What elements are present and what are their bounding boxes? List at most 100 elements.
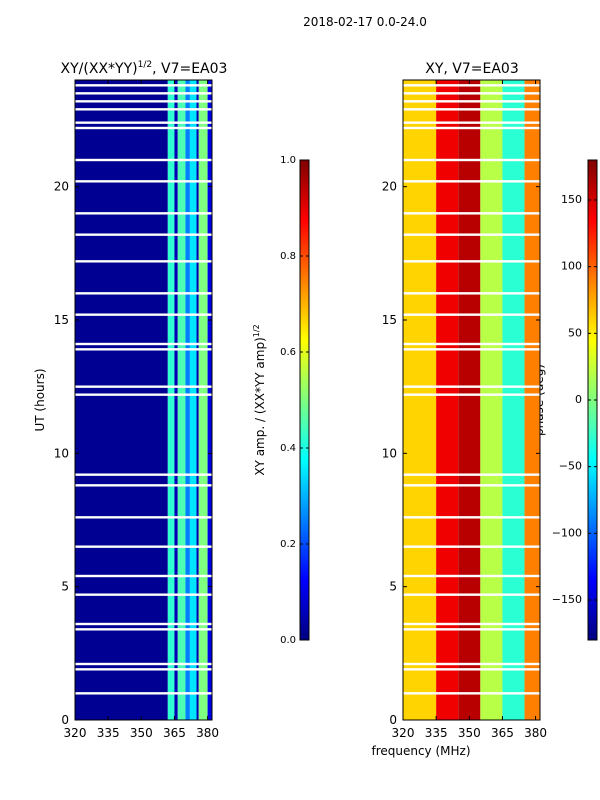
left-colorbar-tick-label-0: 0.0: [280, 635, 296, 646]
left-x-tick-label-4: 380: [196, 726, 219, 740]
left-data-gap-26: [75, 92, 212, 95]
right-colorbar-tick-label-3: 0: [575, 393, 582, 406]
right-heatmap-band-5: [524, 80, 540, 720]
left-colorbar-label: XY amp. / (XX*YY amp)1/2: [252, 324, 267, 475]
left-heatmap-band-7: [198, 80, 208, 720]
right-colorbar-tick-label-5: 100: [561, 260, 582, 273]
right-data-gap-8: [403, 516, 540, 519]
left-data-gap-5: [75, 593, 212, 596]
right-data-gap-5: [403, 593, 540, 596]
left-data-gap-17: [75, 260, 212, 263]
left-x-tick-label-3: 365: [163, 726, 186, 740]
left-data-gap-23: [75, 121, 212, 124]
right-data-gap-18: [403, 233, 540, 236]
right-heatmap-band-3: [480, 80, 503, 720]
left-heatmap-band-4: [185, 80, 190, 720]
left-data-gap-6: [75, 574, 212, 578]
right-data-gap-3: [403, 628, 540, 631]
left-data-gap-16: [75, 292, 212, 295]
right-x-tick-label-1: 335: [425, 726, 448, 740]
left-data-gap-9: [75, 484, 212, 487]
left-data-gap-18: [75, 233, 212, 236]
right-data-gap-7: [403, 545, 540, 548]
right-x-tick-label-0: 320: [392, 726, 415, 740]
left-heatmap-band-5: [189, 80, 197, 720]
right-data-gap-20: [403, 180, 540, 183]
left-data-gap-21: [75, 158, 212, 162]
left-data-gap-7: [75, 545, 212, 548]
left-data-gap-11: [75, 393, 212, 396]
right-data-gap-10: [403, 473, 540, 476]
left-heatmap-band-2: [174, 80, 178, 720]
right-data-gap-27: [403, 84, 540, 87]
right-data-gap-19: [403, 212, 540, 215]
left-data-gap-15: [75, 313, 212, 316]
right-y-tick-label-2: 10: [382, 446, 397, 460]
left-heatmap-band-8: [207, 80, 212, 720]
right-data-gap-11: [403, 393, 540, 396]
right-y-tick-label-4: 20: [382, 180, 397, 194]
left-colorbar-tick-label-4: 0.8: [280, 251, 296, 262]
right-colorbar-tick-label-4: 50: [568, 326, 582, 339]
left-y-tick-label-4: 20: [54, 180, 69, 194]
left-heatmap-band-3: [177, 80, 186, 720]
right-data-gap-0: [403, 692, 540, 695]
figure-suptitle: 2018-02-17 0.0-24.0: [303, 15, 427, 29]
left-x-tick-label-1: 335: [97, 726, 120, 740]
right-panel-title: XY, V7=EA03: [425, 61, 519, 77]
right-colorbar-tick-label-6: 150: [561, 193, 582, 206]
right-heatmap-band-4: [502, 80, 525, 720]
left-heatmap-band-0: [75, 80, 168, 720]
left-heatmap-band-6: [196, 80, 199, 720]
left-title-superscript: 1/2: [138, 60, 152, 70]
left-colorbar-label-main: XY amp. / (XX*YY amp): [253, 337, 267, 475]
left-data-gap-25: [75, 100, 212, 103]
right-data-gap-2: [403, 662, 540, 666]
right-data-gap-1: [403, 668, 540, 671]
right-heatmap-band-0: [403, 80, 437, 720]
left-y-tick-label-2: 10: [54, 446, 69, 460]
right-data-gap-23: [403, 121, 540, 124]
left-x-tick-label-2: 350: [130, 726, 153, 740]
right-plot-frame: [402, 79, 541, 721]
left-data-gap-20: [75, 180, 212, 183]
left-data-gap-1: [75, 668, 212, 671]
left-heatmap-band-1: [167, 80, 175, 720]
right-data-gap-14: [403, 342, 540, 346]
right-x-tick-label-4: 380: [524, 726, 547, 740]
right-y-tick-label-1: 5: [389, 580, 397, 594]
left-y-axis-label: UT (hours): [33, 368, 47, 431]
left-panel-title: XY/(XX*YY)1/2, V7=EA03: [61, 60, 228, 77]
left-title-tail: , V7=EA03: [152, 61, 227, 77]
shared-x-axis-label: frequency (MHz): [371, 744, 470, 758]
left-data-gap-24: [75, 108, 212, 111]
right-data-gap-25: [403, 100, 540, 103]
left-y-tick-label-0: 0: [61, 713, 69, 727]
left-data-gap-3: [75, 628, 212, 631]
left-colorbar: [299, 159, 310, 641]
plots-layer: 320 335 350 365 380 0 5 10 15 20 0.0 0.2 0.4 0.6 0.8 1.…: [54, 79, 598, 740]
left-colorbar-tick-label-3: 0.6: [280, 347, 296, 358]
right-data-gap-24: [403, 108, 540, 111]
left-data-gap-13: [75, 348, 212, 351]
right-data-gap-15: [403, 313, 540, 316]
right-y-tick-label-0: 0: [389, 713, 397, 727]
right-data-gap-21: [403, 158, 540, 162]
right-colorbar-tick-label-1: −100: [552, 526, 582, 539]
left-data-gap-22: [75, 126, 212, 130]
left-data-gap-12: [75, 385, 212, 388]
right-y-tick-label-3: 15: [382, 313, 397, 327]
left-data-gap-19: [75, 212, 212, 215]
right-x-tick-label-2: 350: [458, 726, 481, 740]
right-data-gap-13: [403, 348, 540, 351]
left-data-gap-2: [75, 662, 212, 666]
right-data-gap-26: [403, 92, 540, 95]
right-data-gap-6: [403, 574, 540, 578]
left-data-gap-0: [75, 692, 212, 695]
left-y-tick-label-1: 5: [61, 580, 69, 594]
right-data-gap-12: [403, 385, 540, 388]
right-data-gap-17: [403, 260, 540, 263]
left-colorbar-tick-label-5: 1.0: [280, 155, 296, 166]
right-data-gap-9: [403, 484, 540, 487]
